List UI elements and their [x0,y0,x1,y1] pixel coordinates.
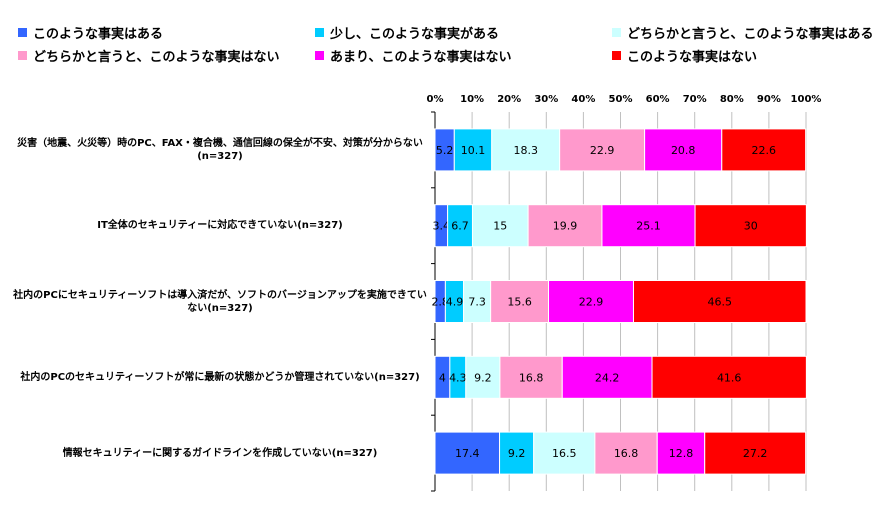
bar-segment [561,355,653,399]
bar-segment [559,128,646,172]
legend-swatch [18,51,27,60]
data-label: 4.9 [446,296,464,309]
data-label: 3.4 [433,220,451,233]
legend-swatch [315,51,324,60]
data-label: 15 [493,220,507,233]
x-tick-label: 60% [646,94,670,105]
legend-swatch [315,28,324,37]
bar-segment [704,431,807,475]
data-label: 4 [439,371,446,384]
data-label: 16.8 [519,371,544,384]
category-label: 情報セキュリティーに関するガイドラインを作成していない(n=327) [62,447,378,459]
data-label: 16.8 [614,447,639,460]
bar-segment [434,431,501,475]
bar-segment [499,355,563,399]
bar-segment [656,431,706,475]
data-label: 25.1 [636,220,661,233]
category-label: 社内のPCにセキュリティーソフトは導入済だが、ソフトのバージョンアップを実施でき… [13,289,427,314]
x-tick-label: 30% [534,94,558,105]
legend-label: どちらかと言うと、このような事実はある [627,27,874,42]
legend-label: このような事実はある [33,27,164,42]
data-label: 18.3 [513,144,538,157]
data-label: 4.3 [449,371,467,384]
data-label: 9.2 [474,371,492,384]
data-label: 5.2 [436,144,454,157]
data-label: 30 [744,220,758,233]
data-label: 20.8 [671,144,696,157]
legend-swatch [18,28,27,37]
bar-segment [463,280,492,323]
x-tick-label: 100% [791,94,822,105]
bar-segment [632,280,807,323]
x-tick-label: 20% [497,94,521,105]
x-tick-label: 10% [460,94,484,105]
data-label: 6.7 [451,220,469,233]
data-label: 24.2 [595,371,620,384]
data-label: 46.5 [707,296,732,309]
legend-label: あまり、このような事実はない [330,50,512,65]
legend-item: 少し、このような事実がある [315,23,499,42]
data-label: 10.1 [461,144,486,157]
legend-label: どちらかと言うと、このような事実はない [33,50,280,65]
x-tick-label: 50% [609,94,633,105]
x-tick-label: 40% [571,94,595,105]
data-label: 22.9 [579,296,604,309]
bar-segment [694,204,807,248]
data-label: 16.5 [552,447,577,460]
x-tick-label: 0% [427,94,444,105]
data-label: 27.2 [743,447,768,460]
data-label: 12.8 [669,447,694,460]
legend-item: どちらかと言うと、このような事実はない [18,46,279,65]
legend-item: このような事実はない [612,46,757,65]
legend-item: どちらかと言うと、このような事実はある [612,23,873,42]
data-label: 22.9 [590,144,615,157]
x-tick-label: 70% [683,94,707,105]
bar-segment [491,128,561,172]
bar-segment [548,280,634,323]
data-label: 19.9 [553,220,578,233]
bar-segment [601,204,696,248]
data-label: 2.8 [431,296,449,309]
data-label: 15.6 [507,296,532,309]
data-label: 17.4 [455,447,480,460]
x-tick-label: 90% [757,94,781,105]
bar-segment [721,128,807,172]
bar-segment [594,431,658,475]
legend-swatch [612,51,621,60]
legend-label: 少し、このような事実がある [330,27,500,42]
legend-label: このような事実はない [627,50,758,65]
category-label: 社内のPCのセキュリティーソフトが常に最新の状態かどうか管理されていない(n=3… [20,371,420,383]
category-label: IT全体のセキュリティーに対応できていない(n=327) [97,220,343,232]
data-label: 41.6 [717,371,742,384]
legend-item: あまり、このような事実はない [315,46,511,65]
legend-item: このような事実はある [18,23,163,42]
data-label: 7.3 [468,296,486,309]
data-label: 9.2 [508,447,526,460]
bar-segment [453,128,493,172]
bar-segment [499,431,535,475]
bar-segment [651,355,807,399]
x-tick-label: 80% [720,94,744,105]
legend-swatch [612,28,621,37]
data-label: 22.6 [751,144,776,157]
category-label: 災害（地震、火災等）時のPC、FAX・複合機、通信回線の保全が不安、対策が分から… [17,137,423,162]
bar-segment [471,204,529,248]
